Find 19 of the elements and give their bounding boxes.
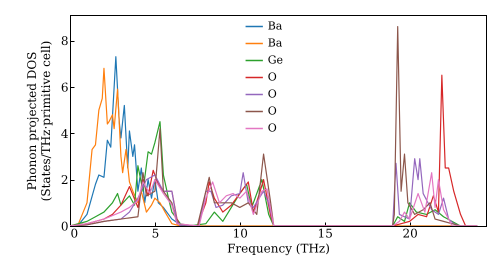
x-tick-label: 0 bbox=[70, 226, 78, 240]
y-tick-label: 4 bbox=[60, 126, 69, 141]
legend-label: Ba bbox=[268, 20, 283, 32]
legend-label: O bbox=[268, 70, 277, 84]
legend-label: O bbox=[268, 88, 277, 100]
x-tick-label: 10 bbox=[232, 226, 248, 240]
x-tick-label: 5 bbox=[152, 226, 160, 240]
x-tick-label: 20 bbox=[402, 226, 418, 240]
legend-label: O bbox=[268, 104, 277, 118]
y-tick-label: 2 bbox=[60, 173, 68, 188]
y-tick-label: 6 bbox=[60, 80, 68, 94]
x-tick-label: 15 bbox=[318, 226, 333, 240]
y-axis-title: Phonon projected DOS (States/THz·primitive cell) bbox=[24, 40, 53, 202]
x-axis-title: Frequency (THz) bbox=[227, 242, 330, 256]
legend-label: O bbox=[268, 122, 277, 134]
legend-label: Ba bbox=[268, 36, 283, 50]
line-series bbox=[70, 172, 478, 226]
legend-label: Ge bbox=[268, 54, 284, 66]
y-tick-label: 8 bbox=[60, 34, 68, 48]
